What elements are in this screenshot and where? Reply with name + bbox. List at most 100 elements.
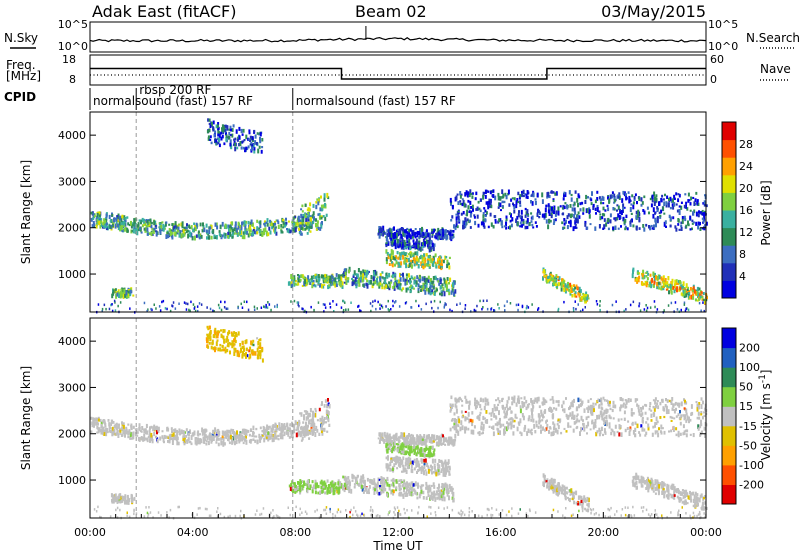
echo-cell — [104, 422, 107, 427]
echo-cell — [636, 201, 638, 205]
echo-cell — [301, 204, 304, 208]
echo-cell — [643, 283, 645, 286]
echo-cell — [418, 463, 421, 468]
echo-cell — [448, 473, 451, 476]
echo-cell — [101, 431, 104, 435]
echo-cell — [570, 213, 573, 218]
echo-cell — [431, 289, 434, 293]
echo-cell — [344, 475, 347, 478]
echo-cell — [528, 222, 531, 226]
echo-cell — [432, 470, 435, 474]
echo-cell — [545, 274, 548, 278]
echo-cell — [379, 307, 381, 310]
echo-cell — [240, 230, 243, 235]
colorbar-cell — [722, 227, 736, 246]
echo-cell — [561, 221, 564, 225]
echo-cell — [250, 141, 253, 145]
echo-cell — [402, 251, 405, 256]
echo-cell — [359, 274, 362, 279]
echo-cell — [379, 273, 382, 278]
echo-cell — [133, 222, 136, 227]
echo-cell — [404, 229, 407, 234]
echo-cell — [404, 461, 407, 467]
echo-cell — [303, 482, 306, 486]
echo-cell — [233, 347, 236, 351]
echo-cell — [256, 356, 259, 360]
echo-cell — [489, 190, 492, 195]
echo-cell — [415, 299, 417, 303]
echo-cell — [586, 297, 589, 301]
echo-cell — [670, 290, 673, 295]
echo-cell — [231, 230, 234, 235]
echo-cell — [96, 218, 99, 222]
echo-cell — [259, 338, 262, 342]
echo-cell — [210, 224, 213, 230]
echo-cell — [569, 293, 572, 296]
echo-cell — [445, 463, 447, 468]
echo-cell — [282, 223, 285, 228]
echo-cell — [362, 480, 365, 484]
echo-cell — [462, 199, 465, 205]
echo-cell — [288, 436, 291, 439]
echo-cell — [226, 125, 229, 128]
echo-cell — [237, 136, 240, 140]
echo-cell — [560, 281, 563, 287]
echo-cell — [226, 335, 229, 341]
echo-cell — [399, 285, 402, 291]
echo-cell — [207, 440, 210, 446]
echo-cell — [137, 226, 140, 230]
echo-cell — [248, 433, 251, 437]
echo-cell — [343, 281, 346, 284]
echo-cell — [272, 424, 275, 429]
echo-cell — [483, 207, 486, 210]
echo-cell — [216, 137, 219, 141]
echo-cell — [324, 491, 327, 495]
echo-cell — [423, 284, 426, 290]
echo-cell — [252, 438, 255, 441]
echo-cell — [599, 300, 601, 303]
echo-cell — [301, 436, 304, 441]
echo-cell — [377, 282, 380, 287]
echo-cell — [221, 134, 224, 139]
echo-cell — [226, 307, 229, 310]
echo-cell — [231, 332, 234, 337]
echo-cell — [303, 432, 306, 438]
echo-cell — [101, 427, 104, 432]
echo-cell — [430, 278, 432, 283]
echo-cell — [120, 291, 122, 295]
echo-cell — [392, 493, 395, 496]
echo-cell — [312, 277, 315, 280]
echo-cell — [622, 206, 625, 210]
echo-cell — [573, 207, 576, 213]
echo-cell — [703, 214, 706, 220]
echo-cell — [579, 208, 582, 212]
echo-cell — [95, 422, 98, 426]
echo-cell — [314, 479, 317, 483]
echo-cell — [112, 499, 115, 504]
echo-cell — [320, 223, 323, 229]
echo-cell — [669, 224, 672, 228]
echo-cell — [221, 128, 224, 132]
echo-cell — [300, 226, 303, 230]
echo-cell — [390, 459, 393, 463]
echo-cell — [412, 448, 415, 452]
echo-cell — [343, 482, 346, 488]
echo-cell — [371, 479, 373, 484]
echo-cell — [697, 213, 700, 218]
echo-cell — [223, 348, 225, 352]
echo-cell — [324, 216, 327, 222]
echo-cell — [264, 227, 267, 232]
echo-cell — [381, 485, 384, 490]
echo-cell — [537, 308, 539, 311]
echo-cell — [231, 133, 234, 138]
echo-cell — [320, 195, 322, 199]
echo-cell — [351, 473, 354, 479]
echo-cell — [348, 488, 351, 494]
echo-cell — [419, 278, 422, 283]
echo-cell — [490, 204, 493, 209]
echo-cell — [96, 425, 99, 429]
echo-cell — [423, 447, 426, 452]
echo-cell — [431, 235, 434, 238]
echo-cell — [199, 433, 201, 436]
echo-cell — [246, 354, 249, 358]
